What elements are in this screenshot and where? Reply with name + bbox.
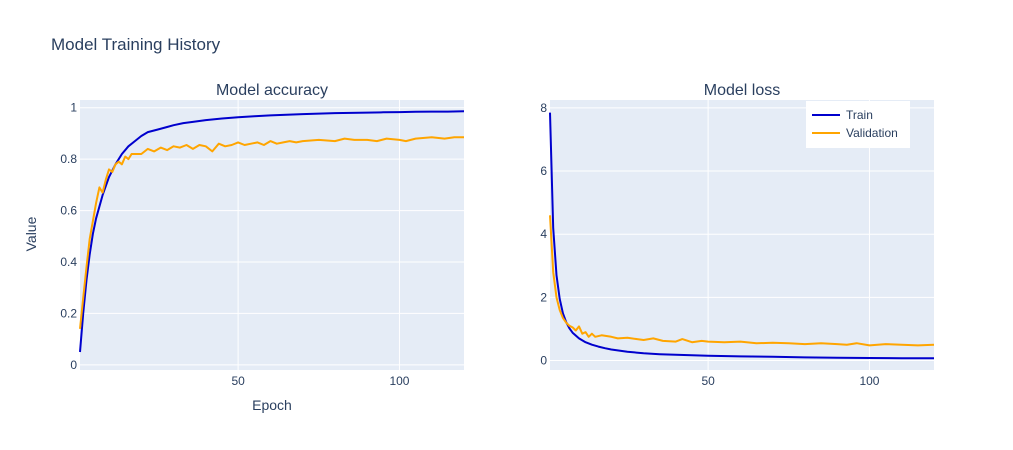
subplot-title-loss: Model loss (704, 82, 780, 99)
y-tick-label: 0.4 (60, 255, 77, 269)
y-axis-label: Value (23, 216, 39, 251)
series-line-validation-loss (549, 215, 935, 347)
y-tick-label: 0.6 (60, 204, 77, 218)
series-line-validation-accuracy (79, 136, 464, 330)
y-tick-label: 1 (70, 101, 77, 115)
x-tick-label: 50 (701, 374, 715, 388)
y-tick-label: 6 (540, 164, 547, 178)
y-tick-label: 4 (540, 227, 547, 241)
y-tick-label: 0.2 (60, 306, 77, 320)
subplot-loss: 0 2 4 6 8 50 100 (540, 100, 935, 388)
x-tick-label: 100 (859, 374, 879, 388)
subplots: 0 0.2 0.4 0.6 0.8 1 50 100 0 2 4 6 8 50 100 (60, 100, 935, 388)
y-tick-label: 2 (540, 290, 547, 304)
series-line-train-loss (549, 112, 935, 360)
y-tick-label: 0 (70, 358, 77, 372)
subplot-title-accuracy: Model accuracy (216, 82, 328, 99)
legend-background (806, 101, 910, 148)
y-tick-label: 8 (540, 101, 547, 115)
x-tick-label: 100 (389, 374, 409, 388)
subplot-accuracy: 0 0.2 0.4 0.6 0.8 1 50 100 (60, 100, 465, 388)
legend-train-label[interactable]: Train (846, 108, 873, 122)
figure-title: Model Training History (51, 35, 221, 54)
plot-area-accuracy (80, 100, 464, 370)
y-tick-label: 0 (540, 354, 547, 368)
legend[interactable]: Train Validation (806, 101, 910, 148)
x-axis-label: Epoch (252, 397, 292, 413)
x-tick-label: 50 (231, 374, 245, 388)
y-tick-label: 0.8 (60, 152, 77, 166)
series-line-train-accuracy (79, 110, 465, 353)
legend-validation-label[interactable]: Validation (846, 126, 898, 140)
